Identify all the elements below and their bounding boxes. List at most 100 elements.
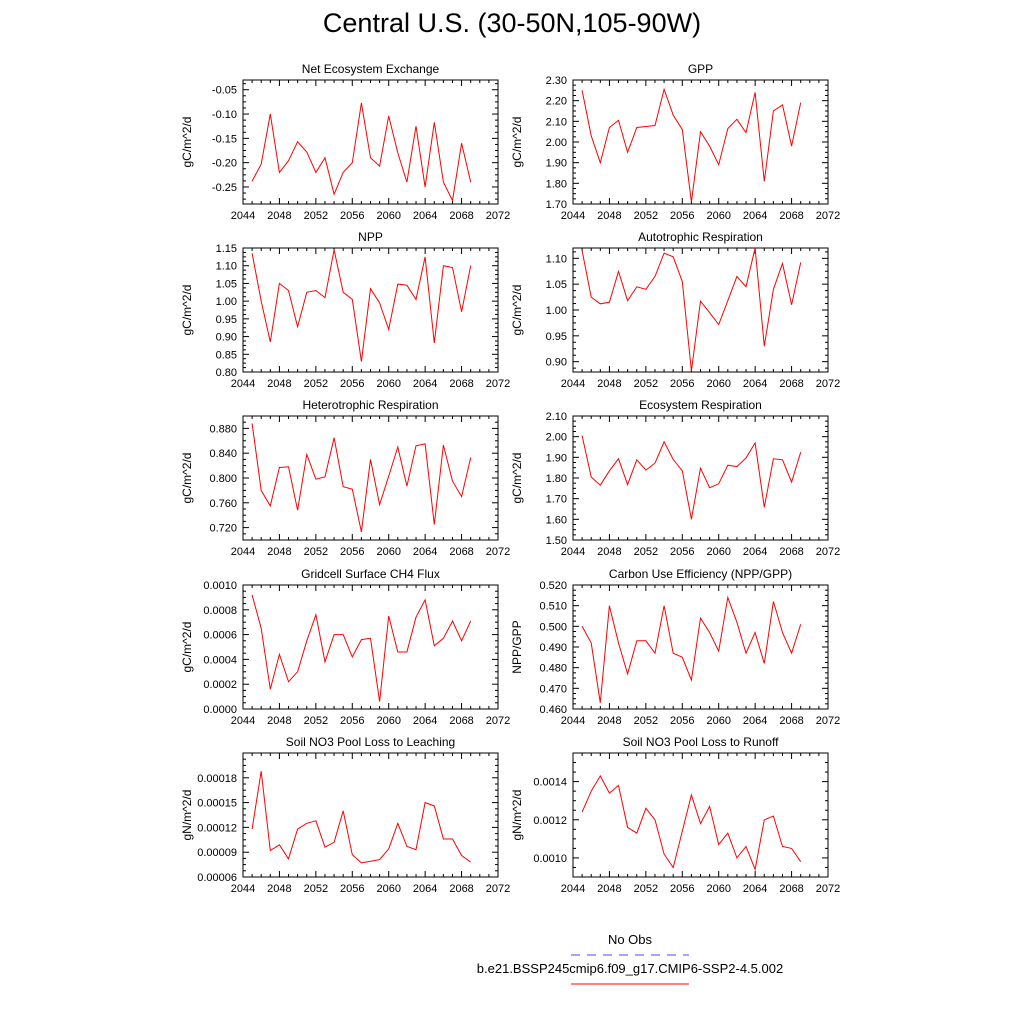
series-line [251,423,472,533]
y-tick-label: 0.00018 [197,773,237,785]
x-tick-label: 2064 [413,210,437,222]
x-tick-label: 2048 [597,210,621,222]
y-axis-label: gC/m^2/d [510,117,524,168]
x-tick-label: 2068 [449,546,473,558]
x-tick-label: 2060 [376,378,400,390]
y-tick-label: 0.00012 [197,822,237,834]
y-axis-label: gC/m^2/d [180,117,194,168]
x-tick-label: 2056 [670,883,694,895]
y-tick-label: 0.0008 [203,605,237,617]
series-line [581,774,802,872]
y-tick-label: 1.05 [546,279,567,291]
x-tick-label: 2068 [779,210,803,222]
y-tick-label: 1.80 [546,178,567,190]
series-line [251,249,472,362]
x-tick-label: 2064 [743,715,767,727]
x-tick-label: 2064 [413,378,437,390]
x-tick-label: 2056 [670,378,694,390]
x-tick-label: 2044 [561,546,585,558]
x-tick-label: 2068 [449,378,473,390]
y-tick-label: 2.20 [546,96,567,108]
y-tick-label: 0.90 [216,332,237,344]
x-tick-label: 2072 [816,883,840,895]
y-tick-label: -0.10 [212,109,237,121]
y-tick-label: 1.70 [546,199,567,211]
x-tick-label: 2072 [816,378,840,390]
y-tick-label: -0.15 [212,133,237,145]
plot-frame [572,247,829,373]
y-tick-label: 0.470 [539,683,567,695]
panel-title: Soil NO3 Pool Loss to Leaching [286,735,455,749]
panel-title: NPP [358,230,383,244]
y-tick-label: 1.80 [546,473,567,485]
chart-panel: Ecosystem Respiration gC/m^2/d 2044 2048 205… [510,398,840,558]
y-tick-label: 0.95 [546,331,567,343]
x-tick-label: 2056 [670,210,694,222]
x-tick-label: 2064 [413,715,437,727]
series-line [251,594,472,702]
y-tick-label: 0.840 [209,448,237,460]
y-tick-label: 1.60 [546,514,567,526]
panel-title: Autotrophic Respiration [638,230,763,244]
y-tick-label: 0.720 [209,523,237,535]
y-tick-label: 0.0014 [533,777,567,789]
x-tick-label: 2064 [743,546,767,558]
series-line [251,771,471,864]
x-tick-label: 2064 [743,883,767,895]
x-tick-label: 2048 [597,883,621,895]
x-tick-label: 2056 [340,378,364,390]
x-tick-label: 2060 [706,715,730,727]
chart-panel: Carbon Use Efficiency (NPP/GPP) NPP/GPP 20… [510,567,840,727]
y-tick-label: 2.30 [546,75,567,87]
y-tick-label: 2.10 [546,411,567,423]
x-tick-label: 2056 [340,883,364,895]
y-tick-label: 0.760 [209,498,237,510]
x-tick-label: 2068 [779,883,803,895]
x-tick-label: 2052 [634,210,658,222]
x-tick-label: 2064 [743,210,767,222]
y-tick-label: 0.80 [216,367,237,379]
y-tick-label: -0.20 [212,158,237,170]
plot-frame [572,752,829,878]
chart-panel: NPP gC/m^2/d 2044 2048 2052 2056 2060 2064 2068 2… [180,230,510,390]
y-tick-label: 2.00 [546,137,567,149]
y-tick-label: 1.10 [216,261,237,273]
y-tick-label: 0.00006 [197,872,237,884]
y-tick-label: 0.510 [539,601,567,613]
y-tick-label: -0.05 [212,85,237,97]
series-line [581,87,802,202]
x-tick-label: 2068 [779,378,803,390]
y-tick-label: 0.85 [216,349,237,361]
y-axis-label: gC/m^2/d [180,285,194,336]
y-tick-label: 0.800 [209,473,237,485]
x-tick-label: 2044 [561,883,585,895]
series-line [581,247,802,372]
series-line [581,435,802,520]
y-tick-label: 0.0012 [533,815,567,827]
y-tick-label: 1.50 [546,535,567,547]
y-axis-label: gC/m^2/d [180,622,194,673]
x-tick-label: 2048 [267,210,291,222]
y-tick-label: 0.0010 [203,580,237,592]
x-tick-label: 2072 [816,546,840,558]
y-tick-label: 1.90 [546,452,567,464]
x-tick-label: 2052 [304,883,328,895]
panel-title: Heterotrophic Respiration [302,398,438,412]
x-tick-label: 2072 [486,883,510,895]
plot-frame [572,79,829,205]
x-tick-label: 2056 [340,546,364,558]
x-tick-label: 2072 [486,715,510,727]
x-tick-label: 2068 [449,715,473,727]
y-tick-label: 0.500 [539,621,567,633]
x-tick-label: 2056 [340,210,364,222]
y-tick-label: -0.25 [212,182,237,194]
x-tick-label: 2064 [413,883,437,895]
x-tick-label: 2060 [706,378,730,390]
x-tick-label: 2060 [376,715,400,727]
x-tick-label: 2072 [816,210,840,222]
x-tick-label: 2048 [267,378,291,390]
plot-frame [242,79,499,205]
plot-frame [242,584,499,710]
x-tick-label: 2044 [231,883,255,895]
